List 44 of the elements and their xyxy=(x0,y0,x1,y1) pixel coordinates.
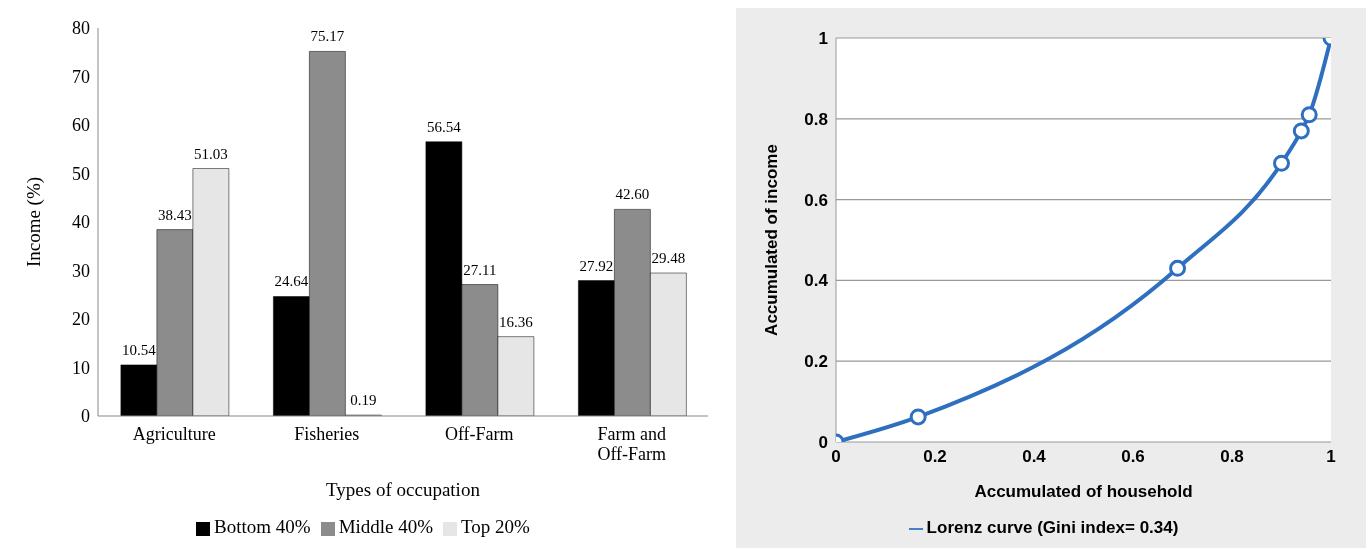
y-tick-label: 50 xyxy=(72,163,90,184)
y-axis-title: Income (%) xyxy=(22,176,45,268)
data-label: 38.43 xyxy=(158,206,192,223)
data-label: 27.11 xyxy=(463,261,497,278)
y-tick-label: 1 xyxy=(818,29,828,49)
y-tick-label: 0 xyxy=(81,406,90,427)
legend-label: Top 20% xyxy=(461,516,530,537)
x-axis-title: Types of occupation xyxy=(326,479,481,500)
data-label: 51.03 xyxy=(194,145,228,162)
data-label: 16.36 xyxy=(499,313,534,330)
x-tick-label: 0.8 xyxy=(1220,447,1244,467)
y-tick-label: 70 xyxy=(72,66,90,87)
x-tick-label: 1 xyxy=(1326,447,1336,467)
data-label: 56.54 xyxy=(427,118,462,135)
y-tick-label: 0.6 xyxy=(804,190,828,210)
x-tick-label: 0.4 xyxy=(1022,447,1047,467)
y-tick-label: 0.8 xyxy=(804,109,828,129)
x-tick-label: 0.6 xyxy=(1121,447,1145,467)
y-axis-title: Accumulated of income xyxy=(762,144,782,336)
y-tick-label: 0.2 xyxy=(804,352,828,372)
legend-label: Bottom 40% xyxy=(214,516,311,537)
data-label: 10.54 xyxy=(122,341,157,358)
data-label: 75.17 xyxy=(310,28,345,45)
x-tick-label: Off-Farm xyxy=(444,424,514,444)
legend-label: Lorenz curve (Gini index= 0.34) xyxy=(926,518,1179,537)
legend-label: Middle 40% xyxy=(338,516,434,537)
data-label: 27.92 xyxy=(579,257,614,274)
x-tick-label: 0 xyxy=(831,447,841,467)
data-label: 42.60 xyxy=(615,186,650,203)
x-tick-label: Agriculture xyxy=(132,424,216,444)
y-tick-label: 30 xyxy=(72,260,90,281)
y-tick-label: 60 xyxy=(72,115,90,136)
data-label: 24.64 xyxy=(274,273,309,290)
y-tick-label: 0.4 xyxy=(804,271,829,291)
y-tick-label: 80 xyxy=(72,18,90,39)
data-label: 29.48 xyxy=(651,250,686,267)
y-tick-label: 10 xyxy=(72,357,90,378)
x-axis-title: Accumulated of household xyxy=(974,482,1193,501)
y-tick-label: 20 xyxy=(72,309,90,330)
x-tick-label: Fisheries xyxy=(294,424,360,444)
y-tick-label: 40 xyxy=(72,212,90,233)
x-tick-label: Farm and Off-Farm xyxy=(597,424,667,464)
x-tick-label: 0.2 xyxy=(923,447,947,467)
data-label: 0.19 xyxy=(350,392,377,409)
